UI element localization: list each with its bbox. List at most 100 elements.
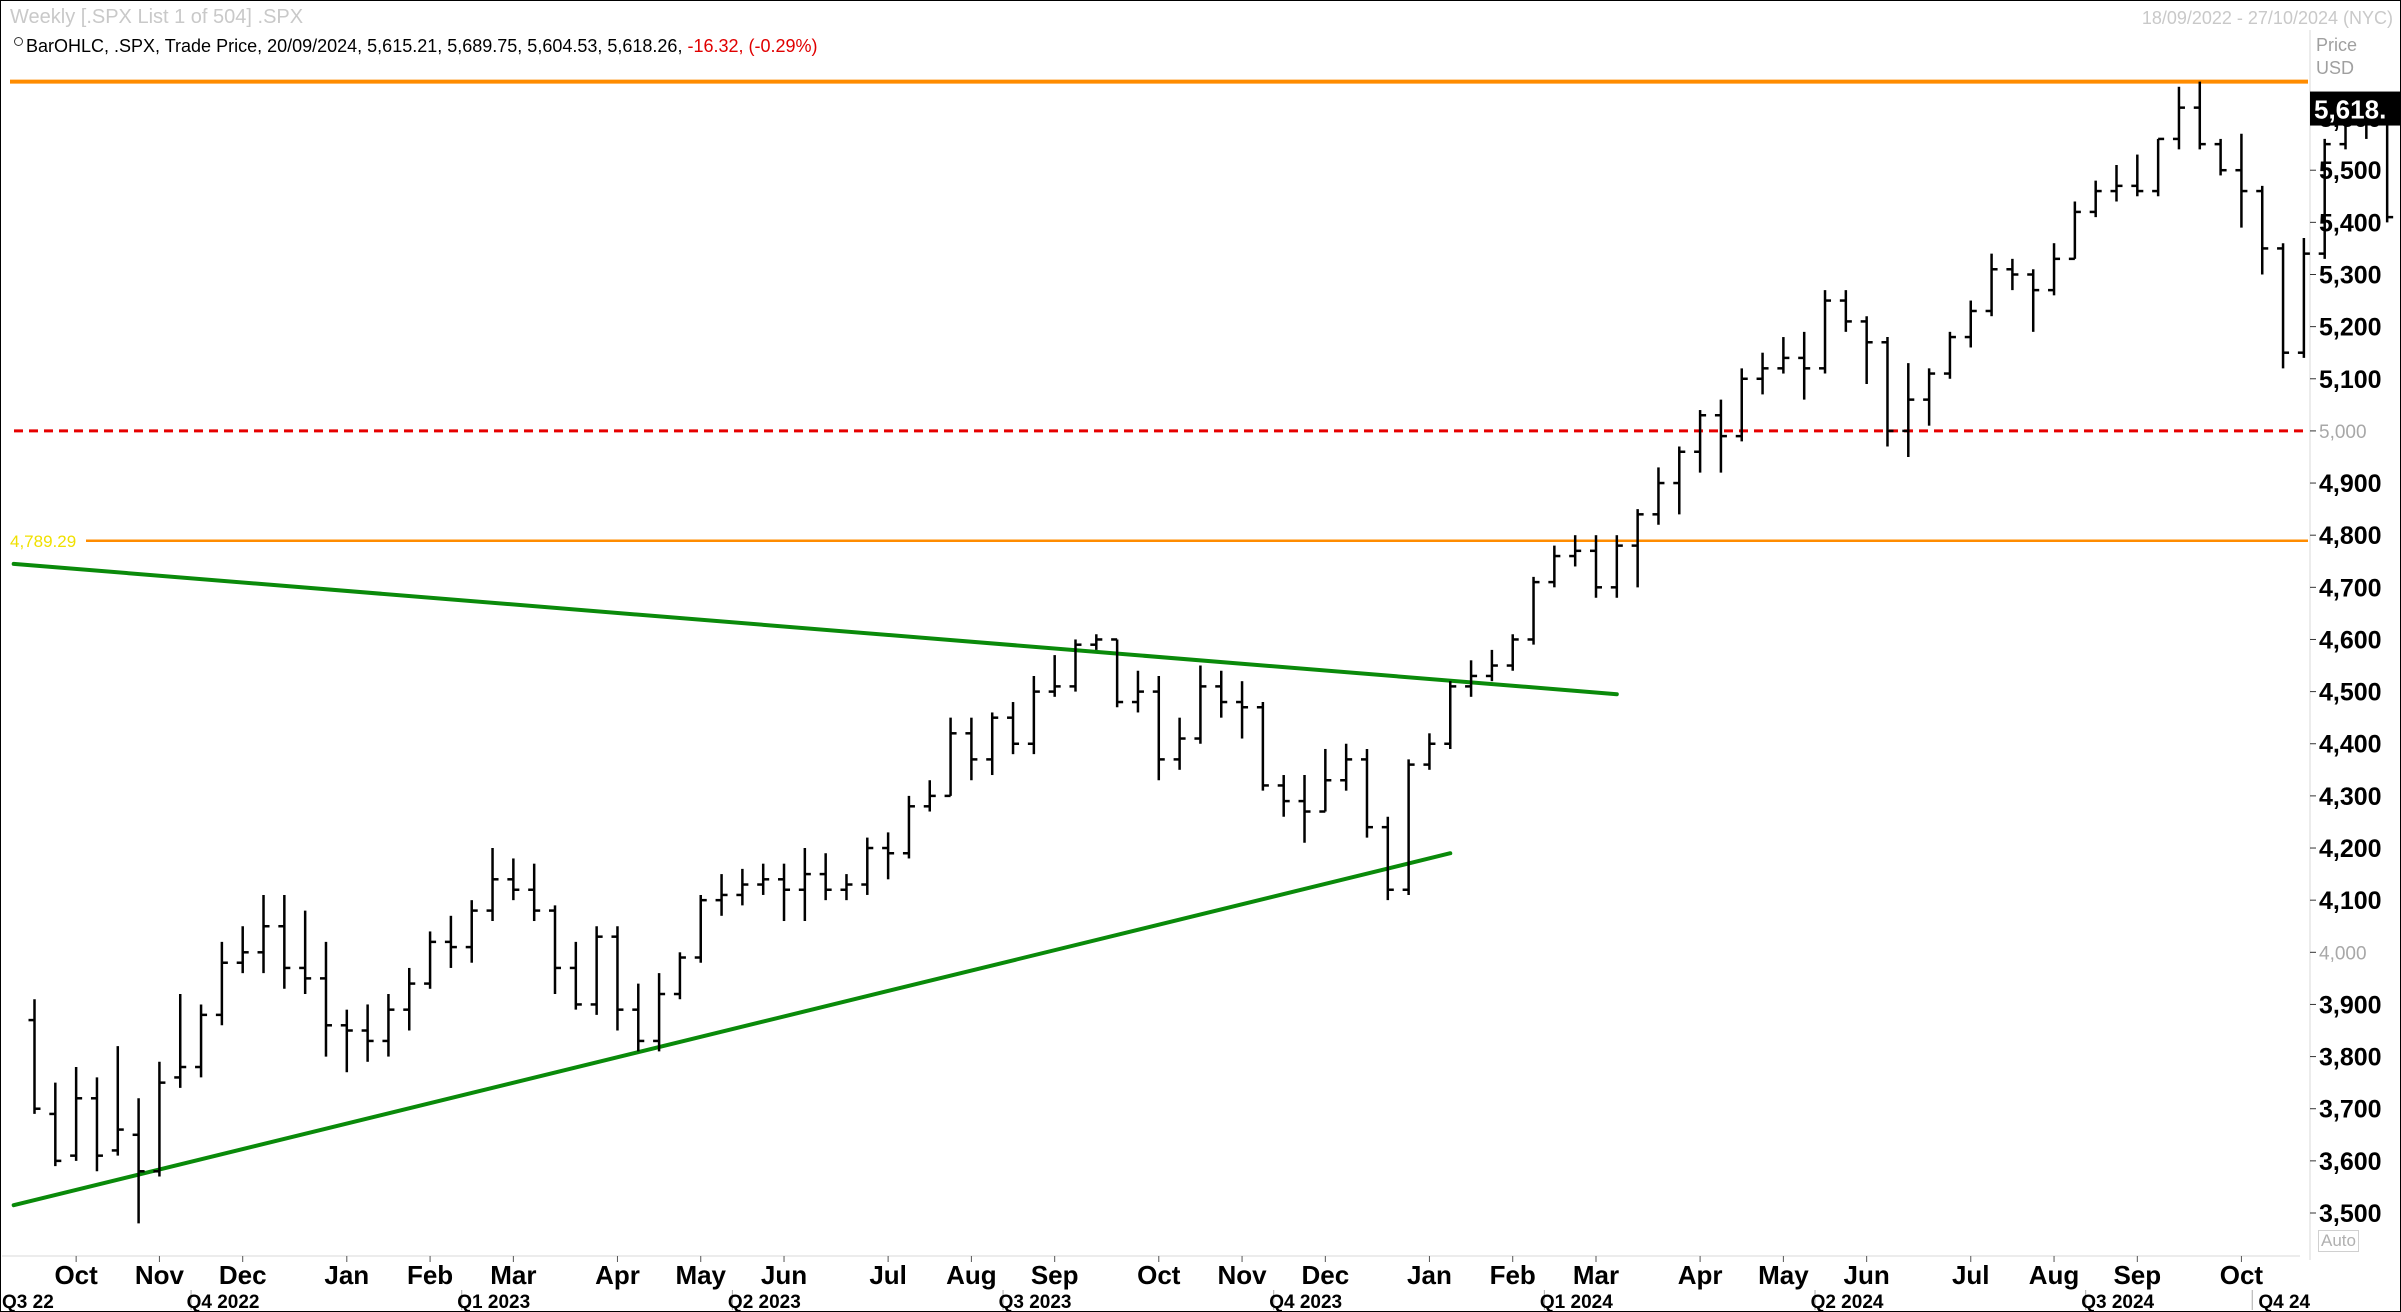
ohlc-bar [1485, 649, 1498, 682]
y-tick-label: 4,200 [2319, 835, 2382, 863]
ohlc-bar [174, 994, 187, 1088]
month-label: Jul [869, 1260, 907, 1290]
ohlc-bar [757, 863, 770, 895]
price-axis-title: Price [2316, 35, 2358, 55]
month-label: May [675, 1260, 726, 1290]
ohlc-bar [1610, 535, 1623, 598]
ohlc-bar [1423, 733, 1436, 770]
ohlc-bar [1402, 759, 1415, 895]
ohlc-bar [986, 712, 999, 776]
ohlc-bar [111, 1046, 124, 1156]
ohlc-bar [1215, 670, 1228, 718]
month-label: Mar [1573, 1260, 1619, 1290]
month-label: Feb [407, 1260, 453, 1290]
ohlc-bar [1256, 702, 1269, 791]
ohlc-bar [1798, 331, 1811, 400]
month-label: Aug [2029, 1260, 2080, 1290]
ohlc-bar [1590, 535, 1602, 598]
ohlc-bar [1527, 576, 1540, 645]
series-marker-icon [14, 36, 23, 46]
y-tick-label: 4,800 [2319, 522, 2382, 550]
ohlc-bar [611, 926, 624, 1031]
ohlc-bar [1444, 681, 1457, 749]
auto-scale-button[interactable]: Auto [2318, 1230, 2359, 1252]
y-tick-label: 4,300 [2319, 783, 2382, 811]
month-label: Sep [1031, 1260, 1079, 1290]
y-tick-label: 5,400 [2319, 209, 2382, 237]
legend-values: BarOHLC, .SPX, Trade Price, 20/09/2024, … [26, 36, 683, 56]
month-label: Jul [1952, 1260, 1990, 1290]
month-label: Sep [2113, 1260, 2161, 1290]
ohlc-bar [2131, 154, 2144, 197]
legend[interactable]: BarOHLC, .SPX, Trade Price, 20/09/2024, … [14, 36, 818, 57]
quarter-label: Q3 22 [2, 1292, 54, 1312]
ohlc-bar [1069, 639, 1082, 692]
price-axis-currency: USD [2316, 58, 2355, 78]
ohlc-bar [673, 952, 686, 1000]
ohlc-bar [923, 780, 936, 812]
ohlc-bar [1569, 535, 1582, 567]
ohlc-bar [1881, 337, 1894, 447]
y-tick-label: 5,300 [2319, 261, 2382, 289]
quarter-label: Q3 2024 [2081, 1292, 2154, 1312]
ohlc-bar [1090, 634, 1103, 650]
ohlc-bar [278, 894, 291, 989]
y-tick-label: 4,700 [2319, 574, 2382, 602]
ohlc-bar [1985, 253, 1998, 317]
ohlc-bar [1923, 368, 1936, 426]
ohlc-bar [1506, 634, 1519, 671]
y-tick-label: 3,800 [2319, 1044, 2382, 1072]
ohlc-bar [549, 905, 561, 995]
ohlc-bar [2068, 201, 2081, 261]
y-tick-label: 3,900 [2319, 991, 2382, 1019]
ohlc-bar [694, 894, 707, 963]
ohlc-bar [1714, 399, 1727, 473]
y-tick-label: 3,600 [2319, 1148, 2382, 1176]
ohlc-bar [902, 795, 915, 859]
ohlc-bar [736, 868, 749, 906]
quarter-label: Q3 2023 [999, 1292, 1072, 1312]
ohlc-bar [361, 1004, 374, 1062]
month-label: Oct [54, 1260, 98, 1290]
price-axis-header: Price USD [2316, 34, 2357, 80]
ohlc-bars [28, 81, 2394, 1224]
month-label: Dec [219, 1260, 267, 1290]
month-label: Apr [1678, 1260, 1723, 1290]
y-tick-label: 4,500 [2319, 679, 2382, 707]
ohlc-bar [1340, 743, 1353, 791]
y-tick-label: 4,400 [2319, 731, 2382, 759]
ohlc-bar [569, 941, 582, 1010]
ohlc-bar [1652, 467, 1665, 525]
ohlc-bar [840, 874, 853, 901]
ohlc-bar [1819, 290, 1832, 374]
ohlc-bar [965, 717, 978, 781]
y-tick-label: 4,100 [2319, 887, 2382, 915]
ohlc-bar [1277, 775, 1290, 817]
y-tick-label: 4,000 [2319, 943, 2367, 964]
y-tick-label: 5,100 [2319, 366, 2382, 394]
ohlc-bar [1360, 748, 1373, 838]
ohlc-bar [90, 1077, 103, 1172]
ohlc-bar [340, 1009, 353, 1073]
ohlc-bar [882, 832, 895, 880]
ohlc-bar [1007, 702, 1020, 755]
ohlc-bar [486, 848, 499, 922]
ohlc-bar [1298, 775, 1311, 843]
y-tick-label: 5,000 [2319, 422, 2367, 443]
ohlc-bar [257, 894, 270, 974]
ohlc-bar [1902, 363, 1915, 457]
y-tick-label: 4,600 [2319, 626, 2382, 654]
ohlc-bar [1943, 331, 1956, 379]
ohlc-bar [153, 1061, 166, 1177]
ohlc-bar [1673, 446, 1686, 515]
y-tick-label: 5,500 [2319, 157, 2382, 185]
month-label: Apr [595, 1260, 640, 1290]
month-label: Feb [1490, 1260, 1536, 1290]
last-price-tag [2310, 91, 2400, 126]
ohlc-bar [507, 858, 520, 901]
ohlc-bar [632, 983, 645, 1052]
date-range: 18/09/2022 - 27/10/2024 (NYC) [2141, 8, 2393, 28]
ohlc-bar [49, 1082, 62, 1167]
breakout-level-label: 4,789.29 [10, 532, 76, 551]
